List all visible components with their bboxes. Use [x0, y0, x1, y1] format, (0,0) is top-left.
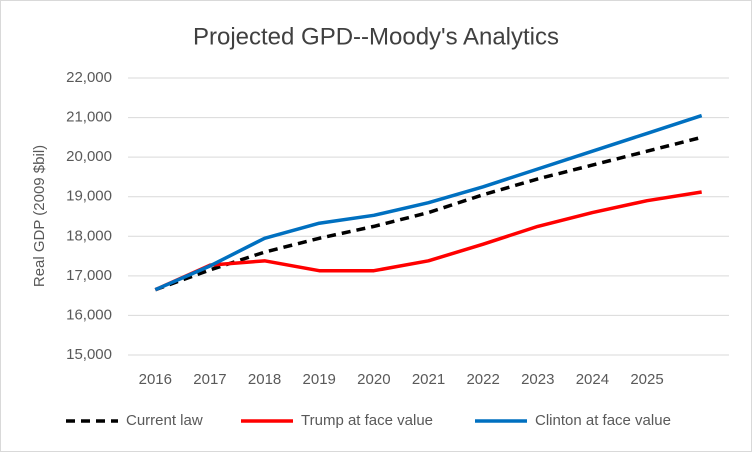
x-tick-label: 2025	[630, 371, 663, 388]
legend-label: Trump at face value	[301, 412, 433, 429]
y-tick-label: 15,000	[66, 346, 112, 363]
x-tick-label: 2016	[139, 371, 172, 388]
y-tick-label: 19,000	[66, 188, 112, 205]
y-tick-label: 22,000	[66, 69, 112, 86]
x-tick-label: 2023	[521, 371, 554, 388]
y-axis-label: Real GDP (2009 $bil)	[31, 145, 48, 287]
legend-label: Current law	[126, 412, 203, 429]
x-tick-label: 2018	[248, 371, 281, 388]
y-tick-label: 17,000	[66, 267, 112, 284]
x-tick-label: 2024	[576, 371, 609, 388]
x-tick-label: 2022	[466, 371, 499, 388]
x-tick-label: 2021	[412, 371, 445, 388]
x-tick-label: 2020	[357, 371, 390, 388]
series-line	[154, 135, 703, 292]
y-tick-label: 21,000	[66, 109, 112, 126]
y-tick-label: 16,000	[66, 306, 112, 323]
series-line	[154, 190, 702, 292]
y-tick-label: 18,000	[66, 227, 112, 244]
chart-title: Projected GPD--Moody's Analytics	[193, 23, 559, 50]
series-line	[154, 113, 703, 292]
x-tick-label: 2017	[193, 371, 226, 388]
y-tick-label: 20,000	[66, 148, 112, 165]
x-tick-label: 2019	[303, 371, 336, 388]
legend-label: Clinton at face value	[535, 412, 671, 429]
